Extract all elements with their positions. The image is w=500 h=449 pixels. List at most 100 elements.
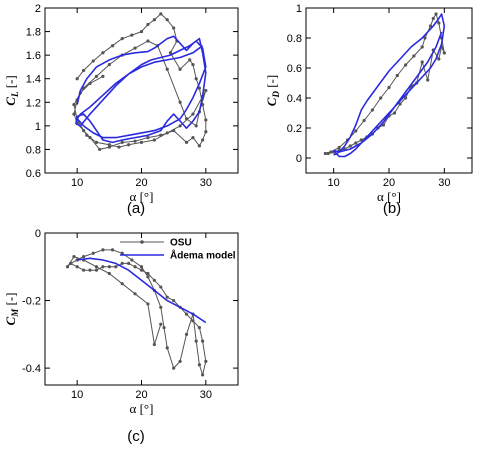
data-point-osu <box>146 275 150 279</box>
y-axis-label-unit: [-] <box>264 75 279 91</box>
y-tick-label: 1.6 <box>26 50 41 62</box>
data-point-osu <box>428 24 433 28</box>
data-point-osu <box>442 51 446 55</box>
data-point-osu <box>107 62 111 67</box>
data-point-osu <box>91 251 95 255</box>
data-point-osu <box>88 268 92 272</box>
data-point-osu <box>359 138 363 142</box>
data-point-osu <box>69 261 73 265</box>
y-tick-label: 0.2 <box>287 123 302 135</box>
data-point-osu <box>82 128 86 133</box>
data-point-osu <box>165 67 169 71</box>
data-point-osu <box>204 88 208 93</box>
data-point-osu <box>159 12 163 16</box>
chart-panel-1: 10 20 30 0.6 0.8 1 1.2 1.4 1.6 1.8 2 α [°] CL [-] (a) <box>3 3 239 217</box>
data-point-osu <box>82 68 86 73</box>
data-point-osu <box>404 96 408 100</box>
data-point-osu <box>101 74 105 78</box>
y-tick-label: 2 <box>35 3 41 15</box>
x-tick-label: 20 <box>135 177 147 189</box>
data-point-osu <box>162 325 166 330</box>
data-point-osu <box>431 16 435 21</box>
data-point-osu <box>139 265 144 269</box>
y-tick-label: -0.4 <box>22 363 41 375</box>
data-point-osu <box>146 271 150 276</box>
y-axis-label: CL [-] <box>3 75 20 105</box>
data-point-osu <box>184 312 189 316</box>
data-point-osu <box>420 45 424 49</box>
series-line-osu <box>73 13 207 150</box>
y-axis-label-unit: [-] <box>3 293 18 309</box>
data-point-osu <box>72 112 76 116</box>
x-tick-label: 30 <box>438 177 450 189</box>
x-tick-label: 20 <box>383 177 395 189</box>
data-point-osu <box>197 363 201 367</box>
data-point-osu <box>194 77 198 81</box>
x-axis-label: α [°] <box>377 189 401 204</box>
data-point-osu <box>178 124 182 128</box>
data-point-osu <box>172 26 176 30</box>
data-point-osu <box>88 136 92 140</box>
data-point-osu <box>82 255 86 259</box>
data-point-osu <box>114 265 118 269</box>
data-point-osu <box>178 100 182 104</box>
data-point-osu <box>204 118 208 122</box>
x-tick-label: 10 <box>71 177 83 189</box>
data-point-osu <box>172 366 176 370</box>
data-point-osu <box>178 67 182 71</box>
legend-marker-osu <box>140 240 144 244</box>
data-point-osu <box>159 285 163 289</box>
data-point-osu <box>133 139 137 143</box>
data-point-osu <box>426 78 430 82</box>
data-point-osu <box>88 81 92 86</box>
data-point-osu <box>329 150 333 154</box>
data-point-osu <box>348 144 352 148</box>
data-point-osu <box>82 268 86 272</box>
data-point-osu <box>159 133 163 137</box>
y-tick-label: 0.8 <box>287 33 302 45</box>
series-line-osu <box>325 13 445 154</box>
data-point-osu <box>362 118 366 123</box>
series-line-model <box>332 13 446 158</box>
data-point-osu <box>194 339 198 343</box>
series-line-model <box>77 257 207 324</box>
data-point-osu <box>65 265 70 269</box>
data-point-osu <box>191 112 195 116</box>
data-point-osu <box>197 144 201 148</box>
data-point-osu <box>188 58 192 62</box>
data-point-osu <box>91 59 95 63</box>
data-point-osu <box>434 12 438 16</box>
data-point-osu <box>412 54 416 58</box>
y-axis-label-sub: L <box>10 91 20 98</box>
data-point-osu <box>197 325 201 330</box>
data-point-osu <box>152 278 156 282</box>
data-point-osu <box>381 123 386 127</box>
x-tick-label: 10 <box>328 177 340 189</box>
panel-label: (c) <box>127 428 145 445</box>
data-point-osu <box>191 319 195 323</box>
y-tick-label: 0.4 <box>287 93 302 105</box>
y-axis-label-main: C <box>3 97 18 106</box>
data-point-osu <box>194 124 198 128</box>
data-point-osu <box>184 117 189 121</box>
data-point-osu <box>387 85 391 90</box>
data-point-osu <box>392 111 397 115</box>
data-point-osu <box>101 248 105 252</box>
y-axis-label-sub: D <box>271 91 281 99</box>
y-tick-label: 1 <box>296 3 302 15</box>
data-point-osu <box>75 77 79 81</box>
data-point-osu <box>404 63 408 67</box>
data-point-osu <box>107 271 111 276</box>
data-point-osu <box>120 261 124 265</box>
y-tick-label: 0.6 <box>287 63 302 75</box>
data-point-osu <box>120 251 124 255</box>
data-point-osu <box>165 295 169 299</box>
data-point-osu <box>168 51 173 55</box>
y-tick-label: 1.4 <box>26 74 41 86</box>
data-point-osu <box>201 339 205 343</box>
data-point-osu <box>326 151 330 156</box>
data-point-osu <box>191 136 195 140</box>
data-point-osu <box>146 302 150 306</box>
